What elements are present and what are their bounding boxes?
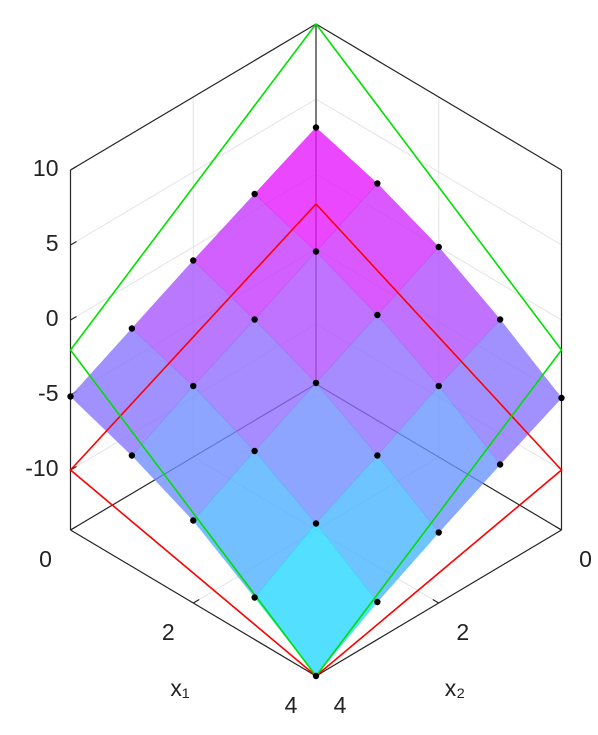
data-point [312, 672, 320, 680]
z-tick-mark [70, 240, 77, 246]
z-tick-label: 5 [46, 230, 59, 256]
data-point [374, 180, 381, 187]
data-point [312, 379, 320, 387]
data-point [251, 190, 258, 198]
x1-tick-mark [70, 525, 77, 531]
x1-tick-mark [192, 598, 200, 604]
data-point [435, 243, 442, 251]
data-point [190, 382, 197, 390]
axis-box-line [315, 23, 562, 171]
axis-box-line [70, 23, 317, 171]
x2-tick-label: 0 [579, 546, 592, 572]
data-point [312, 520, 320, 527]
data-point [128, 325, 136, 332]
data-point [312, 248, 320, 255]
x1-axis-label: x₁ [170, 675, 190, 701]
data-point [496, 461, 504, 468]
data-point [374, 452, 381, 459]
x2-tick-mark [432, 598, 440, 604]
data-point [374, 598, 381, 606]
data-point [374, 311, 381, 319]
x1-tick-label: 0 [39, 546, 52, 572]
z-tick-label: -10 [25, 455, 58, 481]
x2-axis-label: x₂ [445, 675, 465, 701]
x2-tick-label: 2 [456, 619, 469, 645]
data-point [496, 316, 504, 323]
x1-tick-label: 2 [162, 619, 175, 645]
x2-tick-label: 4 [334, 692, 347, 718]
data-point [251, 447, 258, 455]
data-point [251, 594, 258, 601]
z-tick-mark [70, 315, 77, 321]
data-point [128, 452, 136, 459]
z-tick-label: 10 [33, 155, 59, 181]
data-point [558, 394, 565, 402]
data-point [435, 529, 442, 536]
data-point [190, 517, 197, 524]
data-point [190, 257, 197, 264]
z-tick-label: -5 [38, 380, 58, 406]
data-point [312, 124, 320, 131]
data-point [251, 316, 258, 323]
data-point [435, 382, 442, 390]
x2-tick-mark [555, 525, 562, 531]
z-tick-label: 0 [46, 305, 59, 331]
data-point [67, 393, 74, 400]
x1-tick-label: 4 [285, 692, 298, 718]
z-tick-mark [70, 165, 77, 171]
